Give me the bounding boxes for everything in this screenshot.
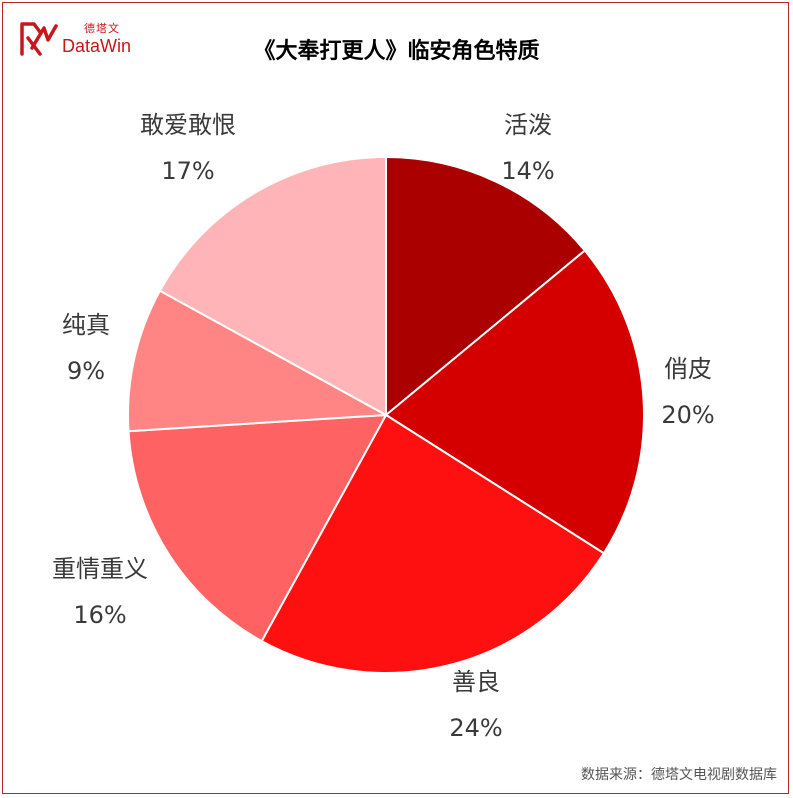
slice-label: 善良 24% bbox=[396, 659, 556, 751]
slice-value: 20% bbox=[661, 401, 715, 429]
slice-name: 敢爱敢恨 bbox=[140, 111, 236, 139]
pie-slice bbox=[384, 249, 645, 555]
slice-label: 活泼 14% bbox=[448, 102, 608, 194]
slice-value: 14% bbox=[501, 157, 555, 185]
slice-name: 善良 bbox=[452, 668, 500, 696]
data-source-note: 数据来源：德塔文电视剧数据库 bbox=[581, 767, 777, 783]
slice-label: 重情重义 16% bbox=[20, 546, 180, 638]
slice-name: 重情重义 bbox=[52, 555, 148, 583]
slice-value: 17% bbox=[161, 157, 215, 185]
pie-slice bbox=[158, 155, 387, 417]
slice-name: 俏皮 bbox=[664, 355, 712, 383]
slice-value: 24% bbox=[449, 714, 503, 742]
pie-slice bbox=[127, 289, 390, 433]
slice-value: 16% bbox=[73, 601, 127, 629]
logo-en-text: DataWin bbox=[62, 36, 132, 56]
slice-label: 纯真 9% bbox=[6, 302, 166, 394]
pie-slice bbox=[127, 413, 388, 643]
chart-title: 《大奉打更人》临安角色特质 bbox=[253, 39, 540, 64]
slice-label: 俏皮 20% bbox=[608, 346, 768, 438]
slice-name: 纯真 bbox=[62, 311, 110, 339]
pie-slice bbox=[260, 413, 606, 674]
datawin-logo: 德塔文 DataWin bbox=[18, 18, 148, 62]
pie-slice bbox=[385, 155, 587, 418]
slice-value: 9% bbox=[66, 357, 106, 385]
logo-cn-text: 德塔文 bbox=[84, 22, 120, 35]
slice-label: 敢爱敢恨 17% bbox=[108, 102, 268, 194]
slice-name: 活泼 bbox=[504, 111, 552, 139]
datawin-logo-icon bbox=[20, 22, 58, 56]
